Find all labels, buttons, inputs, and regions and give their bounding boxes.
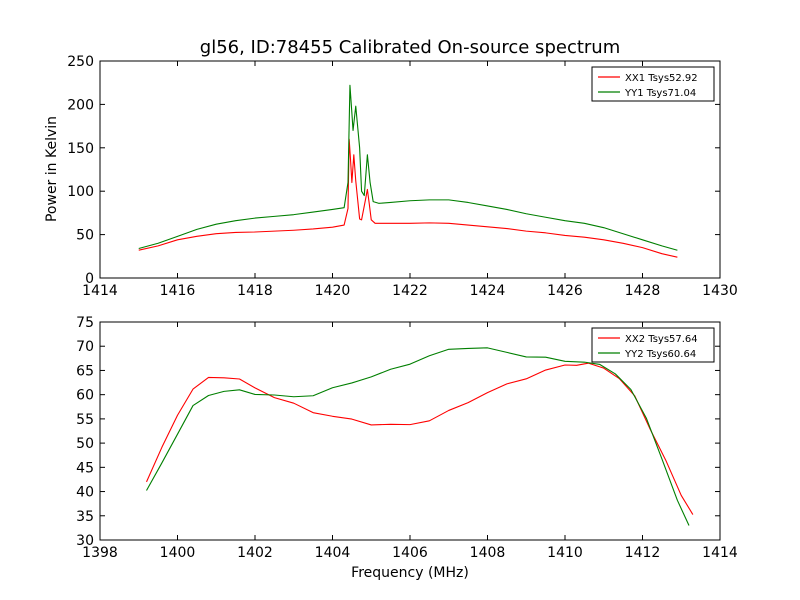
y-tick-label: 0 xyxy=(85,271,94,287)
x-tick-label: 1420 xyxy=(315,283,351,299)
y-tick-label: 100 xyxy=(67,184,94,200)
x-tick-label: 1424 xyxy=(470,283,506,299)
x-tick-label: 1402 xyxy=(237,545,273,561)
series-line-2 xyxy=(138,84,678,251)
x-tick-label: 1416 xyxy=(160,283,196,299)
legend-box xyxy=(591,327,715,363)
x-axis-label: Frequency (MHz) xyxy=(351,565,469,581)
legend-label: XX1 Tsys52.92 xyxy=(625,73,698,84)
x-tick-label: 1408 xyxy=(470,545,506,561)
x-tick-label: 1422 xyxy=(392,283,428,299)
series-line-1 xyxy=(145,362,694,515)
legend-label: YY2 Tsys60.64 xyxy=(624,349,696,360)
x-tick-label: 1400 xyxy=(160,545,196,561)
y-tick-label: 45 xyxy=(76,460,94,476)
y-tick-label: 40 xyxy=(76,485,94,501)
y-axis-label: Power in Kelvin xyxy=(44,116,60,222)
x-tick-label: 1406 xyxy=(392,545,428,561)
x-tick-label: 1412 xyxy=(625,545,661,561)
y-tick-label: 35 xyxy=(76,509,94,525)
legend-label: XX2 Tsys57.64 xyxy=(625,334,698,345)
y-tick-label: 60 xyxy=(76,388,94,404)
series-line-1 xyxy=(138,138,678,258)
y-tick-label: 65 xyxy=(76,363,94,379)
x-tick-label: 1428 xyxy=(625,283,661,299)
top-panel: 1414 1416 1418 1420 1422 1424 1426 1428 1430 0 50 1… xyxy=(67,54,738,299)
y-tick-label: 250 xyxy=(67,54,94,70)
x-tick-label: 1430 xyxy=(702,283,738,299)
x-tick-label: 1410 xyxy=(547,545,583,561)
legend: XX1 Tsys52.92 YY1 Tsys71.04 xyxy=(591,66,715,102)
y-tick-label: 150 xyxy=(67,141,94,157)
legend-label: YY1 Tsys71.04 xyxy=(624,88,696,99)
y-tick-label: 70 xyxy=(76,339,94,355)
x-tick-label: 1404 xyxy=(315,545,351,561)
x-tick-label: 1418 xyxy=(237,283,273,299)
x-tick-label: 1414 xyxy=(82,283,118,299)
x-tick-label: 1414 xyxy=(702,545,738,561)
y-tick-label: 55 xyxy=(76,412,94,428)
chart-title: gl56, ID:78455 Calibrated On-source spec… xyxy=(200,37,620,58)
legend: XX2 Tsys57.64 YY2 Tsys60.64 xyxy=(591,327,715,363)
x-tick-label: 1398 xyxy=(82,545,118,561)
y-tick-label: 50 xyxy=(76,228,94,244)
bottom-panel: 1398 1400 1402 1404 1406 1408 1410 1412 1414 30 35… xyxy=(76,315,738,561)
y-tick-label: 75 xyxy=(76,315,94,331)
series-line-2 xyxy=(146,347,690,526)
y-tick-label: 200 xyxy=(67,97,94,113)
y-tick-label: 30 xyxy=(76,533,94,549)
y-tick-label: 50 xyxy=(76,436,94,452)
x-tick-label: 1426 xyxy=(547,283,583,299)
legend-box xyxy=(591,66,715,102)
